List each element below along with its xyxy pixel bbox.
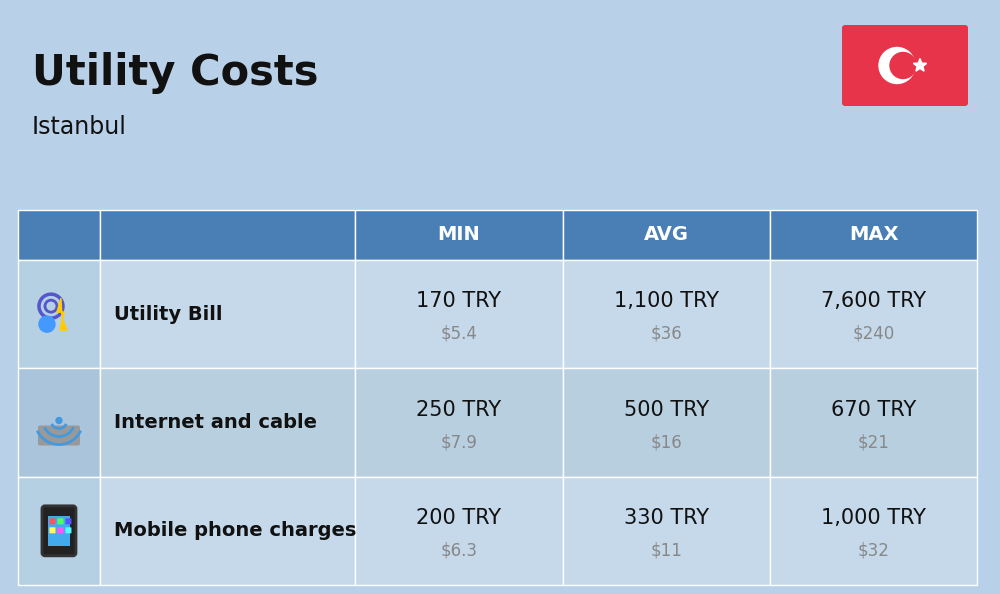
FancyBboxPatch shape: [355, 260, 563, 368]
FancyBboxPatch shape: [563, 210, 770, 260]
FancyBboxPatch shape: [49, 519, 55, 525]
Text: $36: $36: [650, 325, 682, 343]
Text: $32: $32: [858, 541, 889, 560]
FancyBboxPatch shape: [100, 368, 355, 476]
FancyBboxPatch shape: [57, 519, 63, 525]
FancyBboxPatch shape: [18, 476, 100, 585]
Polygon shape: [913, 58, 927, 71]
Text: 170 TRY: 170 TRY: [416, 291, 502, 311]
Text: 7,600 TRY: 7,600 TRY: [821, 291, 926, 311]
Text: $5.4: $5.4: [441, 325, 477, 343]
FancyBboxPatch shape: [563, 260, 770, 368]
FancyBboxPatch shape: [18, 260, 100, 368]
FancyBboxPatch shape: [38, 425, 80, 446]
FancyBboxPatch shape: [563, 368, 770, 476]
FancyBboxPatch shape: [18, 368, 100, 476]
Polygon shape: [57, 298, 67, 330]
FancyBboxPatch shape: [770, 476, 977, 585]
Text: Utility Costs: Utility Costs: [32, 52, 318, 94]
Text: $240: $240: [852, 325, 895, 343]
Circle shape: [56, 418, 62, 424]
Text: 200 TRY: 200 TRY: [416, 508, 502, 528]
FancyBboxPatch shape: [57, 527, 63, 533]
Text: MIN: MIN: [438, 226, 480, 245]
FancyBboxPatch shape: [355, 368, 563, 476]
Text: 250 TRY: 250 TRY: [416, 400, 502, 419]
FancyBboxPatch shape: [100, 210, 355, 260]
FancyBboxPatch shape: [18, 210, 100, 260]
Text: $16: $16: [650, 433, 682, 451]
Text: $21: $21: [858, 433, 889, 451]
Text: MAX: MAX: [849, 226, 898, 245]
Text: Istanbul: Istanbul: [32, 115, 127, 139]
FancyBboxPatch shape: [65, 527, 71, 533]
Text: Internet and cable: Internet and cable: [114, 413, 317, 432]
FancyBboxPatch shape: [770, 210, 977, 260]
FancyBboxPatch shape: [100, 476, 355, 585]
Text: Utility Bill: Utility Bill: [114, 305, 222, 324]
FancyBboxPatch shape: [355, 210, 563, 260]
FancyBboxPatch shape: [563, 476, 770, 585]
Text: $7.9: $7.9: [441, 433, 477, 451]
Text: $6.3: $6.3: [441, 541, 478, 560]
Text: $11: $11: [650, 541, 682, 560]
Circle shape: [890, 52, 916, 78]
Text: 670 TRY: 670 TRY: [831, 400, 916, 419]
FancyBboxPatch shape: [48, 516, 70, 546]
Text: 1,000 TRY: 1,000 TRY: [821, 508, 926, 528]
Text: 330 TRY: 330 TRY: [624, 508, 709, 528]
FancyBboxPatch shape: [355, 476, 563, 585]
Circle shape: [879, 48, 915, 84]
FancyBboxPatch shape: [49, 527, 55, 533]
FancyBboxPatch shape: [770, 260, 977, 368]
FancyBboxPatch shape: [65, 519, 71, 525]
Circle shape: [39, 316, 55, 332]
Text: Mobile phone charges: Mobile phone charges: [114, 522, 356, 541]
FancyBboxPatch shape: [42, 506, 76, 556]
FancyBboxPatch shape: [100, 260, 355, 368]
Text: 500 TRY: 500 TRY: [624, 400, 709, 419]
Text: 1,100 TRY: 1,100 TRY: [614, 291, 719, 311]
FancyBboxPatch shape: [842, 25, 968, 106]
Text: AVG: AVG: [644, 226, 689, 245]
FancyBboxPatch shape: [770, 368, 977, 476]
